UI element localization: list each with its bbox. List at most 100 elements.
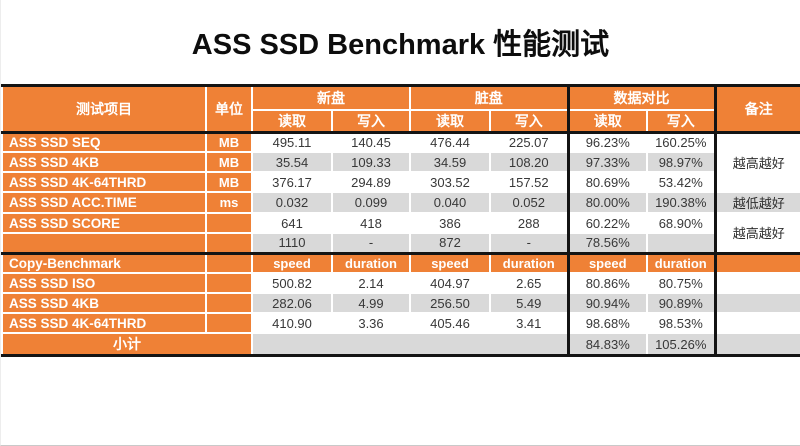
cell-compare-duration: 105.26%: [646, 332, 716, 357]
subheader-new-speed: speed: [251, 251, 333, 274]
cell-compare-write: 68.90%: [646, 212, 716, 234]
table-row-4k64thrd: ASS SSD 4K-64THRD MB 376.17 294.89 303.5…: [1, 171, 800, 193]
cell-dirty-read: 386: [409, 212, 491, 234]
subheader-compare-duration: duration: [646, 251, 716, 274]
cell-new-write: -: [331, 232, 411, 254]
cell-new-read: 35.54: [251, 151, 333, 173]
cell-new-speed: 282.06: [251, 292, 333, 314]
cell-new-speed: 410.90: [251, 312, 333, 334]
cell-dirty-write: 157.52: [489, 171, 569, 193]
cell-compare-read: 80.69%: [566, 171, 648, 193]
cell-compare-write: 160.25%: [646, 131, 716, 153]
cell-label: ASS SSD 4KB: [1, 151, 207, 173]
cell-compare-read: 96.23%: [566, 131, 648, 153]
cell-label: ASS SSD SEQ: [1, 131, 207, 153]
cell-label: ASS SSD 4KB: [1, 292, 207, 314]
cell-copy-benchmark-label: Copy-Benchmark: [1, 251, 207, 274]
cell-compare-speed: 98.68%: [566, 312, 648, 334]
cell-compare-read: 97.33%: [566, 151, 648, 173]
cell-compare-speed: 84.83%: [566, 332, 648, 357]
cell-dirty-speed: 404.97: [409, 272, 491, 294]
header-test-item: 测试项目: [1, 84, 207, 134]
cell-dirty-speed: 256.50: [409, 292, 491, 314]
header-compare-write: 写入: [646, 108, 716, 134]
header-dirty-read: 读取: [409, 108, 491, 134]
cell-dirty-speed: 405.46: [409, 312, 491, 334]
cell-remark-lower-better: 越低越好: [713, 191, 800, 214]
cell-unit: MB: [205, 151, 253, 173]
cell-new-write: 294.89: [331, 171, 411, 193]
cell-compare-write: 190.38%: [646, 191, 716, 214]
cell-dirty-write: -: [489, 232, 569, 254]
cell-unit: [205, 292, 253, 314]
table-row-4kb: ASS SSD 4KB MB 35.54 109.33 34.59 108.20…: [1, 151, 800, 173]
cell-new-write: 418: [331, 212, 411, 234]
cell-dirty-read: 0.040: [409, 191, 491, 214]
cell-dirty-read: 34.59: [409, 151, 491, 173]
cell-remark: [713, 312, 800, 334]
cell-compare-duration: 90.89%: [646, 292, 716, 314]
cell-subtotal-label: 小计: [1, 332, 253, 357]
table-header-row-2: 读取 写入 读取 写入 读取 写入: [2, 108, 800, 134]
cell-unit: MB: [205, 131, 253, 153]
cell-label: ASS SSD ISO: [1, 272, 207, 294]
header-new-disk: 新盘: [251, 84, 411, 111]
subheader-dirty-speed: speed: [409, 251, 491, 274]
table-row-acctime: ASS SSD ACC.TIME ms 0.032 0.099 0.040 0.…: [1, 191, 800, 214]
cell-dirty-read: 872: [409, 232, 491, 254]
header-remark: 备注: [713, 84, 800, 134]
table-header-row-1: 测试项目 单位 新盘 脏盘 数据对比 备注: [1, 84, 800, 134]
cell-compare-speed: 90.94%: [566, 292, 648, 314]
cell-dirty-duration: 2.65: [489, 272, 569, 294]
cell-dirty-duration: 5.49: [489, 292, 569, 314]
cell-new-read: 1110: [251, 232, 333, 254]
subheader-dirty-duration: duration: [489, 251, 569, 274]
cell-dirty-write: 108.20: [489, 151, 569, 173]
table-row-seq: ASS SSD SEQ MB 495.11 140.45 476.44 225.…: [1, 131, 800, 193]
cell-compare-write: 98.97%: [646, 151, 716, 173]
cell-dirty-write: 288: [489, 212, 569, 234]
cell-dirty-duration: 3.41: [489, 312, 569, 334]
header-compare-read: 读取: [566, 108, 648, 134]
cell-new-write: 140.45: [331, 131, 411, 153]
cell-label: [1, 232, 207, 254]
cell-remark: [713, 272, 800, 294]
table-row-score-total: 1110 - 872 - 78.56%: [1, 232, 800, 254]
cell-new-write: 0.099: [331, 191, 411, 214]
cell-compare-duration: 80.75%: [646, 272, 716, 294]
cell-compare-write: [646, 232, 716, 254]
header-data-compare: 数据对比: [566, 84, 716, 111]
cell-new-write: 109.33: [331, 151, 411, 173]
cell-unit: [205, 212, 253, 234]
cell-label: ASS SSD 4K-64THRD: [1, 171, 207, 193]
cell-compare-read: 78.56%: [566, 232, 648, 254]
table-row-score: ASS SSD SCORE 641 418 386 288 60.22% 68.…: [1, 212, 800, 254]
cell-dirty-write: 225.07: [489, 131, 569, 153]
cell-compare-write: 53.42%: [646, 171, 716, 193]
header-new-read: 读取: [251, 108, 333, 134]
table-row-subtotal: 小计 84.83% 105.26%: [1, 332, 800, 357]
cell-label: ASS SSD 4K-64THRD: [1, 312, 207, 334]
cell-remark-higher-better: 越高越好: [713, 131, 800, 193]
cell-compare-read: 80.00%: [566, 191, 648, 214]
header-dirty-write: 写入: [489, 108, 569, 134]
cell-label: ASS SSD SCORE: [1, 212, 207, 234]
cell-remark: [713, 332, 800, 357]
cell-dirty-read: 476.44: [409, 131, 491, 153]
table-row-copy-4k64thrd: ASS SSD 4K-64THRD 410.90 3.36 405.46 3.4…: [1, 312, 800, 334]
cell-remark: [713, 292, 800, 314]
cell-unit: [205, 251, 253, 274]
cell-label: ASS SSD ACC.TIME: [1, 191, 207, 214]
cell-new-duration: 4.99: [331, 292, 411, 314]
header-dirty-disk: 脏盘: [409, 84, 569, 111]
cell-remark: [713, 251, 800, 274]
cell-subtotal-blank: [251, 332, 569, 357]
cell-new-read: 376.17: [251, 171, 333, 193]
cell-unit: [205, 312, 253, 334]
cell-new-duration: 3.36: [331, 312, 411, 334]
cell-new-read: 641: [251, 212, 333, 234]
header-unit: 单位: [205, 84, 253, 134]
cell-compare-speed: 80.86%: [566, 272, 648, 294]
page-title: ASS SSD Benchmark 性能测试: [191, 29, 610, 61]
